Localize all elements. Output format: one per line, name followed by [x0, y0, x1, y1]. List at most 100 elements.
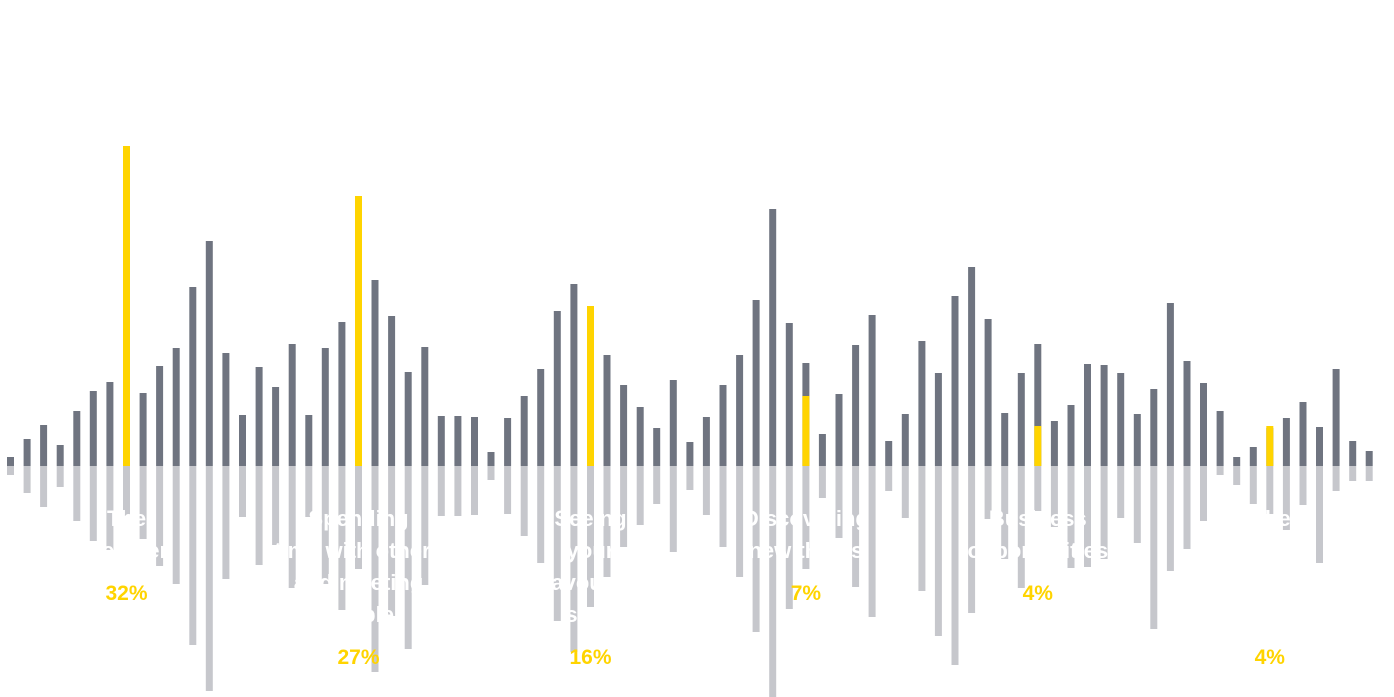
wave-bar-down [769, 466, 777, 697]
wave-bar-down [1249, 466, 1257, 504]
wave-bar-up [40, 425, 48, 466]
wave-bar-down [454, 466, 462, 516]
wave-bar-up [106, 382, 114, 466]
wave-bar-up [951, 296, 959, 466]
wave-bar-up [56, 445, 64, 466]
category-label: sites [565, 602, 615, 627]
wave-bar-down [239, 466, 246, 517]
wave-bar-up [620, 385, 628, 466]
wave-bar-up [1017, 373, 1025, 466]
percent-label: 27% [337, 646, 379, 669]
wave-bar-up [272, 387, 280, 466]
wave-bar-down [404, 466, 412, 649]
wave-bar-down [288, 466, 296, 588]
wave-bar-up [371, 280, 379, 466]
wave-bar-up [1216, 411, 1224, 466]
wave-bar-up [404, 372, 412, 466]
wave-bar-down [189, 466, 197, 645]
wave-bar-up [553, 311, 561, 466]
wave-bar-down [73, 466, 81, 521]
category-label: your [567, 538, 615, 563]
category-label: favourite [544, 570, 637, 595]
wave-bar-up [1166, 303, 1174, 466]
category-label: new things [748, 538, 863, 563]
wave-bar-up [852, 345, 860, 466]
wave-bar-up [570, 284, 578, 466]
wave-bar-up [1050, 421, 1058, 466]
wave-bar-down [885, 466, 893, 491]
wave-bar-up [736, 355, 744, 466]
wave-bar-down [172, 466, 180, 584]
wave-bar-down [818, 466, 826, 498]
wave-bar-up [73, 411, 81, 466]
wave-bar-up [189, 287, 197, 466]
wave-bar-down [603, 466, 611, 577]
wave-bar-up [205, 241, 213, 466]
wave-bar-down [736, 466, 744, 577]
category-label: time with others [274, 538, 443, 563]
wave-bar-down [1017, 466, 1025, 588]
wave-bar-up [686, 442, 694, 466]
wave-bar-up [1100, 365, 1108, 466]
wave-bar-down [371, 466, 379, 672]
wave-bar-up [156, 366, 164, 466]
wave-bar-up [487, 452, 495, 466]
wave-bar-up [818, 434, 826, 466]
wave-bar-up [785, 323, 793, 466]
wave-bar-down [1067, 466, 1075, 568]
wave-bar-up [1150, 389, 1158, 466]
category-label: Spending [308, 506, 408, 531]
wave-bar-up [388, 316, 396, 466]
wave-bar-up [7, 457, 14, 466]
labels-layer: The weather 32% Spending time with others and… [84, 506, 1300, 669]
wave-bar-up [636, 407, 644, 466]
wave-bar-up [719, 385, 727, 466]
wave-bar-up [702, 417, 710, 466]
wave-bar-up [1067, 405, 1075, 466]
data-bar [123, 146, 130, 466]
wave-bar-down [1233, 466, 1241, 485]
wave-bar-down [255, 466, 263, 565]
percent-label: 16% [569, 646, 611, 669]
wave-bar-up [835, 394, 843, 466]
wave-bar-up [89, 391, 97, 466]
category-label: and meeting [294, 570, 424, 595]
wave-bar-down [620, 466, 628, 547]
wave-bar-up [139, 393, 147, 466]
wave-bar-down [321, 466, 329, 584]
wave-bar-up [868, 315, 876, 466]
wave-bar-down [1117, 466, 1125, 518]
wave-bar-up [901, 414, 909, 466]
data-bar [587, 306, 594, 466]
wave-bar-up [984, 319, 992, 466]
wave-bar-down [1183, 466, 1191, 549]
wave-bar-down [553, 466, 561, 621]
wave-bar-down [1001, 466, 1009, 559]
wave-bar-up [288, 344, 296, 466]
category-label: people [323, 602, 394, 627]
wave-bar-down [504, 466, 512, 514]
wave-bar-up [338, 322, 346, 466]
wave-bar-down [1100, 466, 1108, 559]
wave-bar-down [388, 466, 396, 616]
wave-bar-down [918, 466, 926, 591]
wave-bar-down [205, 466, 213, 691]
percent-label: 4% [1023, 582, 1054, 605]
wave-bar-down [23, 466, 31, 493]
wave-bar-up [255, 367, 263, 466]
wave-bar-up [1001, 413, 1009, 466]
wave-bar-down [355, 466, 362, 569]
wave-bar-up [305, 415, 313, 466]
wave-bar-down [272, 466, 280, 545]
wave-bar-down [1150, 466, 1158, 629]
wave-bar-up [421, 347, 429, 466]
wave-bar-up [1316, 427, 1323, 466]
wave-bar-down [520, 466, 528, 536]
wave-bar-up [1233, 457, 1241, 466]
wave-bar-down [802, 466, 810, 569]
category-label: Business [989, 506, 1087, 531]
wave-bar-down [106, 466, 114, 550]
wave-bar-up [1349, 441, 1357, 466]
wave-bar-up [1249, 447, 1257, 466]
